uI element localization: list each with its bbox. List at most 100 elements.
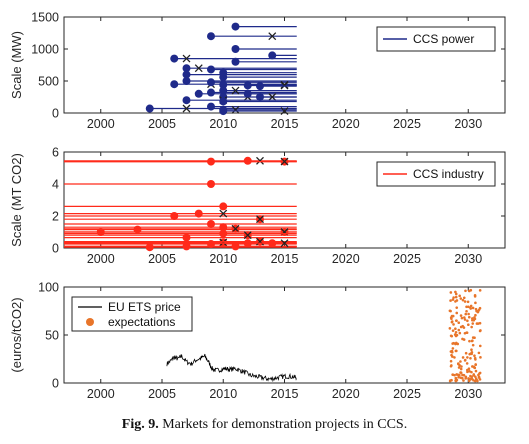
expectation-point <box>474 301 477 305</box>
x-tick-label: 2010 <box>209 117 237 131</box>
project-start-marker <box>231 45 240 53</box>
expectation-point <box>478 371 482 375</box>
expectation-point <box>450 353 453 357</box>
project-start-marker <box>207 102 215 111</box>
y-tick-label: 0 <box>52 377 59 391</box>
expectation-point <box>453 356 456 359</box>
expectation-point <box>454 292 458 296</box>
x-tick-label: 2015 <box>271 387 299 401</box>
expectation-point <box>465 331 469 335</box>
expectation-point <box>463 359 467 362</box>
expectation-point <box>457 321 461 325</box>
project-cancelled-marker <box>280 107 289 116</box>
project-start-marker <box>207 65 215 74</box>
y-axis-label: Scale (MT CO2) <box>9 153 24 247</box>
project-start-marker <box>268 51 277 60</box>
expectation-point <box>464 289 467 293</box>
project-cancelled-marker <box>231 86 240 95</box>
ccs-industry-panel: 2000 2005 2010 2015 2020 2025 2030 0 2 4 6 Scale (M… <box>9 146 506 266</box>
expectation-point <box>465 362 469 365</box>
x-tick-label: 2020 <box>332 387 360 401</box>
project-cancelled-marker <box>280 81 289 90</box>
project-cancelled-marker <box>268 93 277 101</box>
project-cancelled-marker <box>219 209 228 218</box>
expectation-point <box>478 344 482 348</box>
expectation-point <box>470 375 473 379</box>
project-start-marker <box>182 96 191 105</box>
expectation-point <box>477 373 480 377</box>
legend-marker <box>86 318 94 326</box>
x-tick-label: 2025 <box>393 252 421 266</box>
expectation-point <box>459 371 463 374</box>
expectation-point <box>450 315 454 318</box>
expectation-point <box>450 320 454 324</box>
expectation-point <box>465 309 468 313</box>
expectation-point <box>454 331 458 334</box>
project-start-marker <box>268 239 277 248</box>
project-start-marker <box>145 243 154 252</box>
x-tick-label: 2020 <box>332 117 360 131</box>
expectation-point <box>456 362 460 365</box>
legend-label: expectations <box>108 315 175 329</box>
expectation-point <box>455 378 459 382</box>
expectation-point <box>476 310 480 314</box>
project-start-marker <box>207 220 215 228</box>
project-start-marker <box>207 88 215 97</box>
project-start-marker <box>219 80 228 89</box>
project-start-marker <box>194 89 203 98</box>
expectation-point <box>459 325 463 329</box>
expectation-point <box>479 356 482 359</box>
expectation-point <box>451 329 455 332</box>
expectation-point <box>456 342 460 346</box>
y-tick-label: 1000 <box>31 43 59 57</box>
expectation-point <box>471 343 475 347</box>
project-start-marker <box>231 22 240 31</box>
y-tick-label: 50 <box>45 329 59 343</box>
project-cancelled-marker <box>194 64 203 73</box>
ccs-power-panel: 2000 2005 2010 2015 2020 2025 2030 0 500 1000 1500… <box>9 11 506 131</box>
expectation-point <box>471 318 474 322</box>
expectation-point <box>459 360 462 363</box>
expectation-point <box>474 369 478 373</box>
expectation-point <box>455 349 458 353</box>
x-tick-label: 2015 <box>271 117 299 131</box>
x-tick-label: 2020 <box>332 252 360 266</box>
expectation-point <box>472 379 475 382</box>
eu-ets-price-line <box>166 353 297 383</box>
project-start-marker <box>243 156 252 165</box>
x-tick-label: 2015 <box>271 252 299 266</box>
project-start-marker <box>194 209 203 218</box>
expectation-point <box>471 322 475 325</box>
project-start-marker <box>170 54 179 63</box>
expectation-point <box>449 291 453 294</box>
expectation-point <box>452 341 456 345</box>
expectation-point <box>450 349 454 353</box>
project-start-marker <box>256 82 264 91</box>
expectation-point <box>462 326 466 329</box>
x-tick-label: 2025 <box>393 117 421 131</box>
expectation-point <box>460 365 463 368</box>
project-start-marker <box>256 93 264 101</box>
expectation-point <box>459 297 463 300</box>
x-tick-label: 2025 <box>393 387 421 401</box>
project-cancelled-marker <box>268 32 277 41</box>
x-tick-label: 2005 <box>148 252 176 266</box>
expectation-point <box>474 313 477 317</box>
expectation-point <box>466 319 469 323</box>
project-cancelled-marker <box>182 54 191 63</box>
project-start-marker <box>182 70 191 79</box>
expectation-point <box>466 370 469 374</box>
expectation-point <box>449 334 453 338</box>
expectation-point <box>477 375 481 379</box>
expectation-point <box>451 373 454 376</box>
expectation-point <box>467 289 471 293</box>
expectation-point <box>473 354 476 358</box>
project-start-marker <box>145 104 154 113</box>
expectation-point <box>459 376 462 379</box>
expectation-point <box>462 296 466 300</box>
expectation-point <box>455 306 459 309</box>
expectation-point <box>470 325 473 329</box>
project-start-marker <box>219 86 228 95</box>
legend-label: CCS industry <box>413 167 484 181</box>
